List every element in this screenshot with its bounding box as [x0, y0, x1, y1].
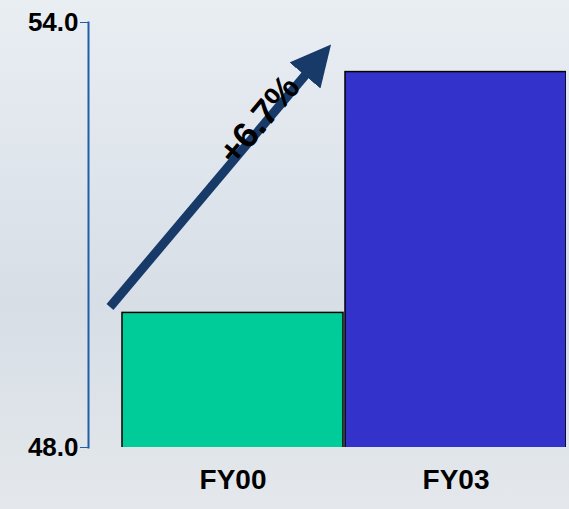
svg-text:FY03: FY03	[423, 464, 490, 495]
svg-text:54.0: 54.0	[28, 7, 79, 37]
svg-text:48.0: 48.0	[28, 432, 79, 462]
svg-text:+6.7%: +6.7%	[210, 67, 308, 172]
svg-text:FY00: FY00	[200, 464, 267, 495]
